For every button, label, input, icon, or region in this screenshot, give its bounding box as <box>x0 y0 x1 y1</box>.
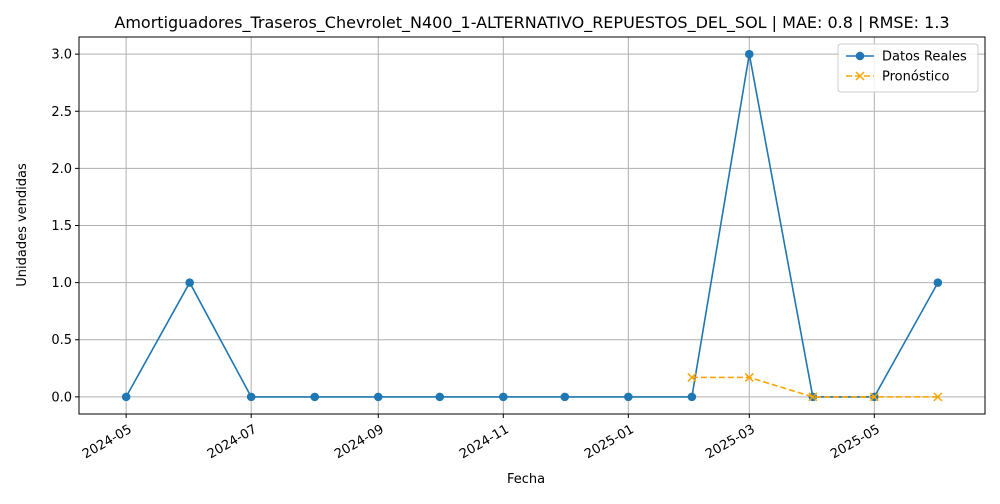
y-tick-label: 3.0 <box>51 48 72 63</box>
grid-layer <box>79 37 985 414</box>
y-tick-label: 1.5 <box>51 219 72 234</box>
y-tick-label: 2.5 <box>51 105 72 120</box>
data-point <box>933 278 943 287</box>
data-point <box>808 392 818 402</box>
y-tick-label: 2.0 <box>51 162 72 177</box>
data-point <box>744 372 754 382</box>
data-point <box>373 392 383 402</box>
chart-title: Amortiguadores_Traseros_Chevrolet_N400_1… <box>114 13 949 33</box>
series-line <box>691 376 938 398</box>
data-point <box>121 392 131 402</box>
legend-marker <box>855 51 865 61</box>
data-point <box>560 392 570 402</box>
y-tick-label: 0.0 <box>51 390 72 405</box>
data-point <box>687 372 697 382</box>
data-point <box>435 392 445 402</box>
legend-label: Pronóstico <box>882 70 949 85</box>
data-point <box>869 392 879 402</box>
data-point <box>499 392 508 402</box>
data-point <box>185 278 194 287</box>
data-point <box>310 392 320 402</box>
series-2 <box>687 372 943 402</box>
data-point <box>624 392 633 402</box>
series-layer <box>121 49 943 402</box>
data-point <box>246 392 256 402</box>
legend-marker <box>855 71 865 81</box>
x-axis-label: Fecha <box>507 472 545 487</box>
data-point <box>687 392 697 402</box>
y-tick-label: 1.0 <box>51 276 72 291</box>
data-point <box>933 392 943 402</box>
series-line <box>125 53 939 398</box>
y-axis-label: Unidades vendidas <box>15 163 30 287</box>
y-tick-label: 0.5 <box>51 333 72 348</box>
legend: Datos Reales Pronóstico <box>837 43 979 93</box>
legend-label: Datos Reales <box>882 50 967 65</box>
data-point <box>744 49 754 59</box>
